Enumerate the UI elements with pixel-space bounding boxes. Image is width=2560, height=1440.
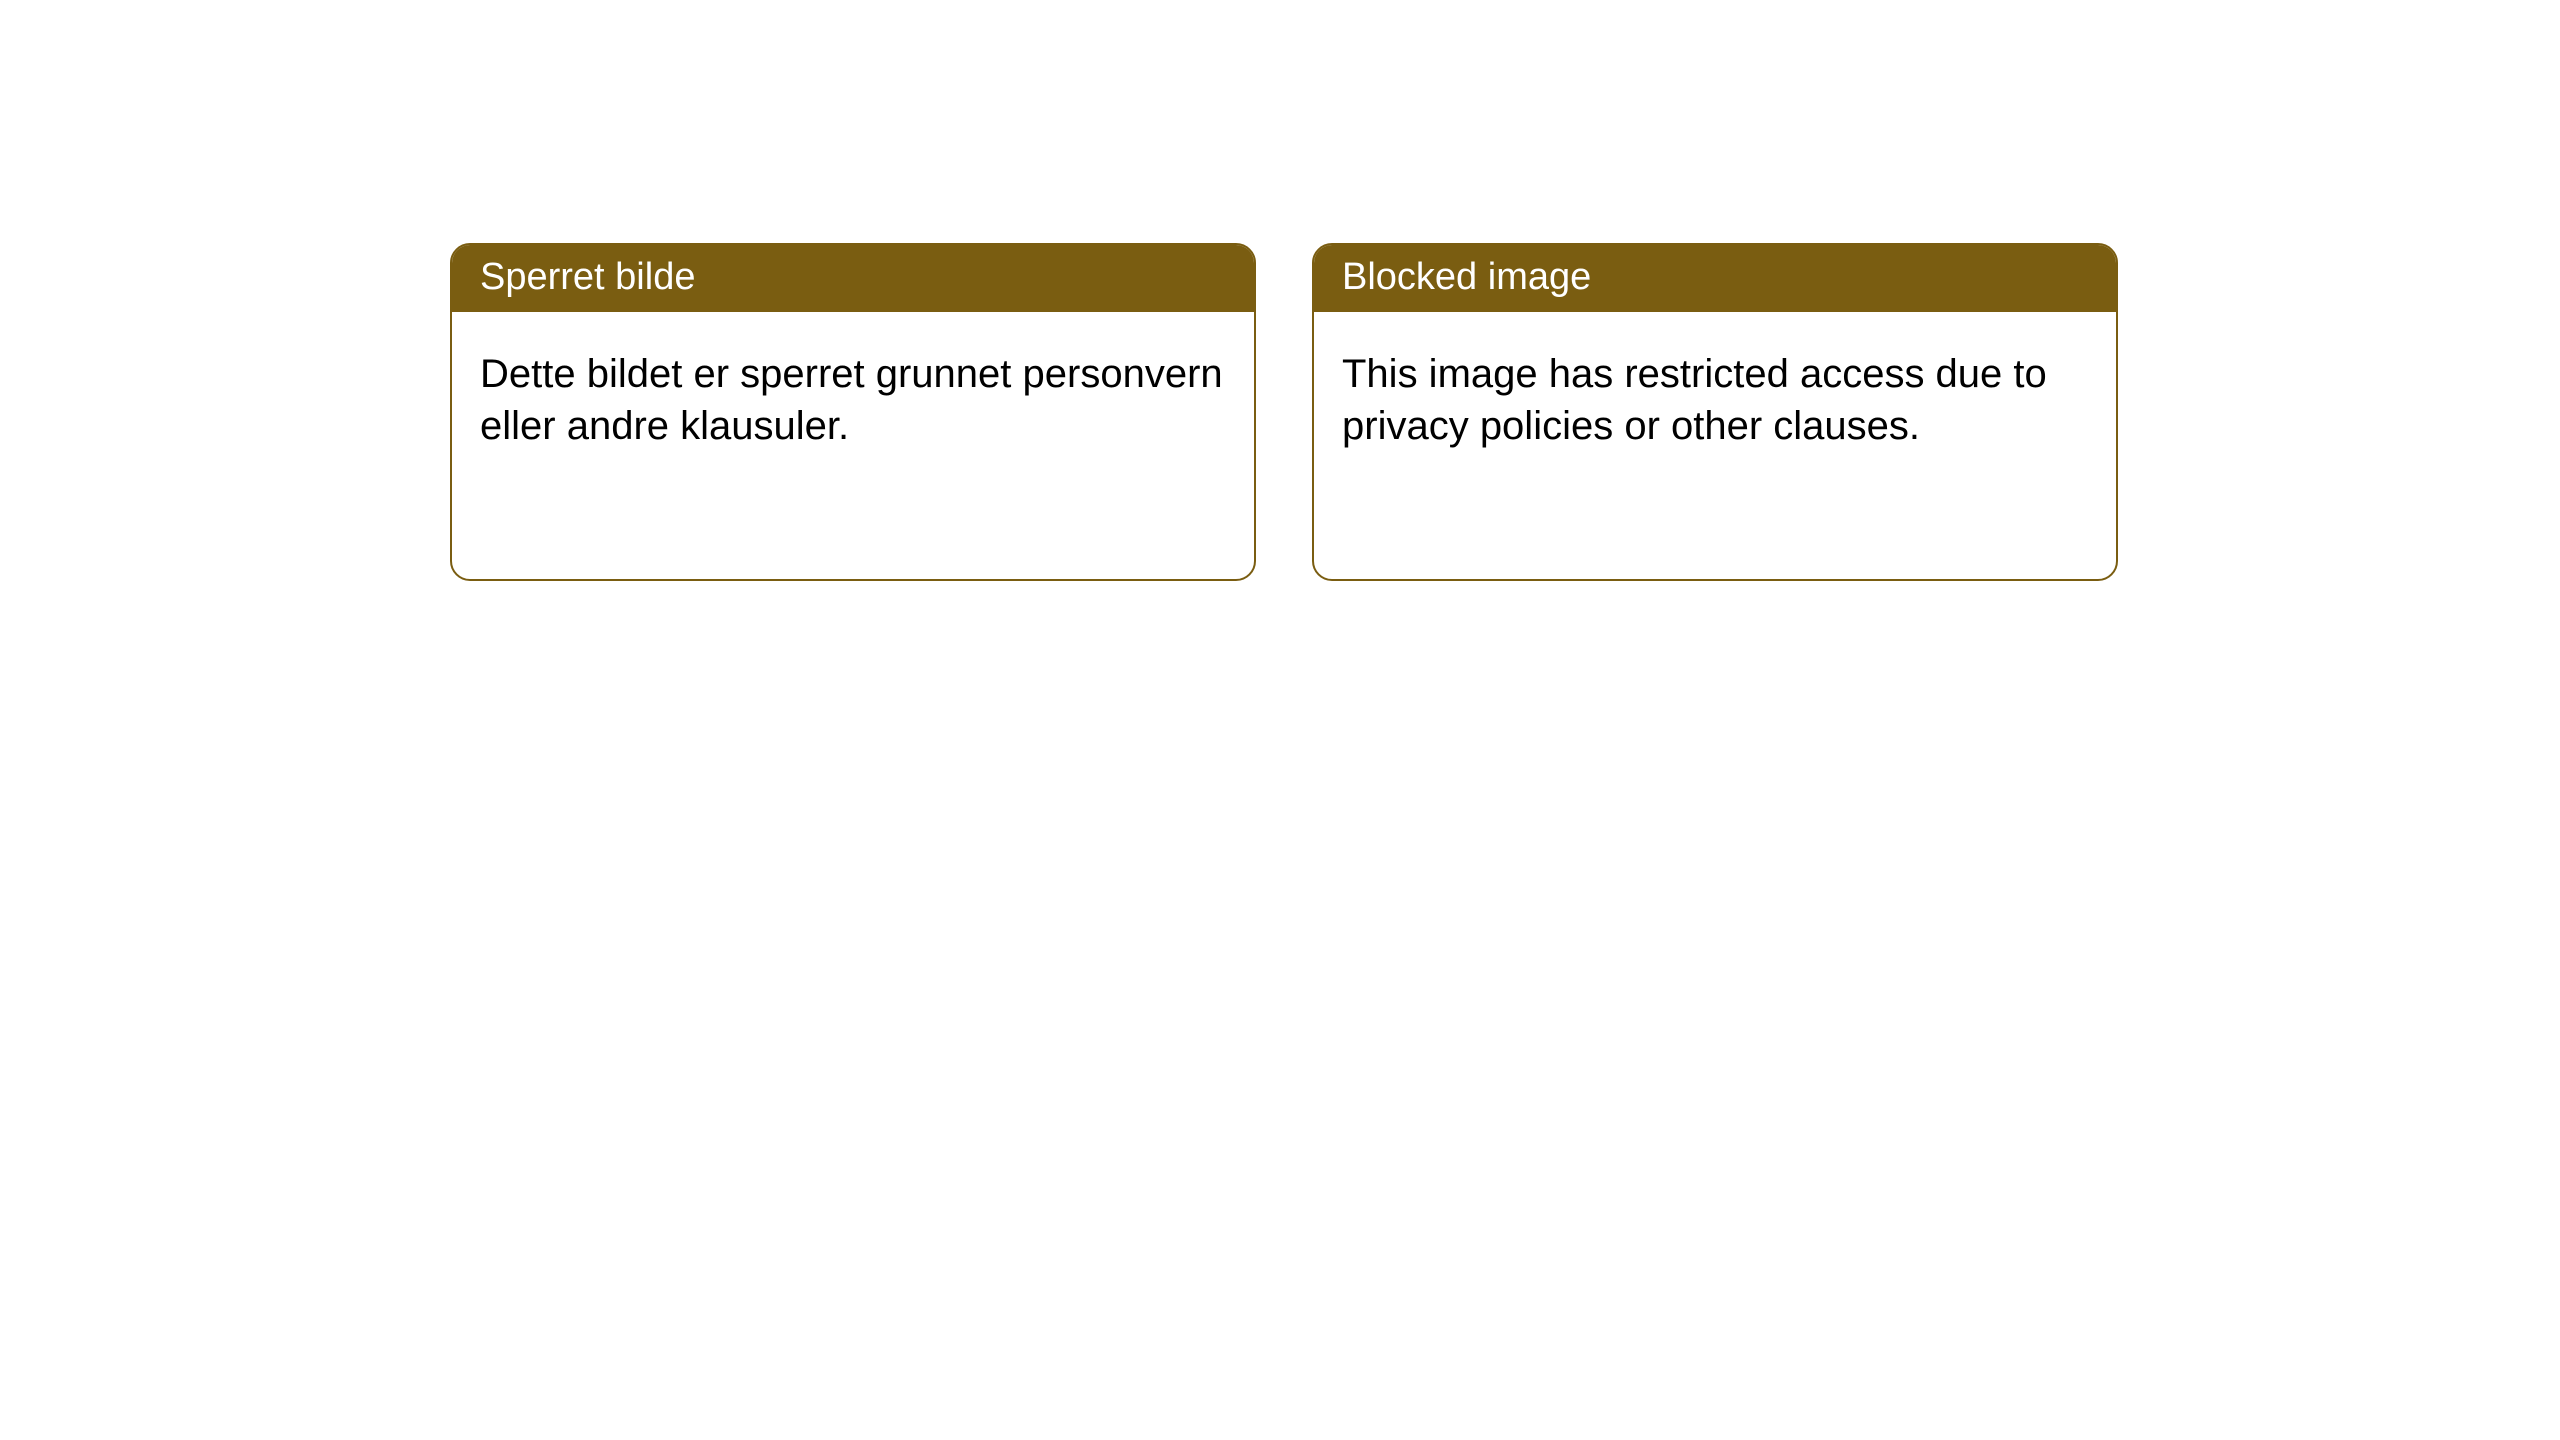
- card-body-text: This image has restricted access due to …: [1342, 352, 2047, 448]
- cards-container: Sperret bilde Dette bildet er sperret gr…: [0, 0, 2560, 581]
- blocked-image-card-english: Blocked image This image has restricted …: [1312, 243, 2118, 581]
- blocked-image-card-norwegian: Sperret bilde Dette bildet er sperret gr…: [450, 243, 1256, 581]
- card-body: Dette bildet er sperret grunnet personve…: [452, 312, 1254, 480]
- card-header: Blocked image: [1314, 245, 2116, 312]
- card-title: Blocked image: [1342, 256, 1591, 298]
- card-header: Sperret bilde: [452, 245, 1254, 312]
- card-body: This image has restricted access due to …: [1314, 312, 2116, 480]
- card-body-text: Dette bildet er sperret grunnet personve…: [480, 352, 1223, 448]
- card-title: Sperret bilde: [480, 256, 695, 298]
